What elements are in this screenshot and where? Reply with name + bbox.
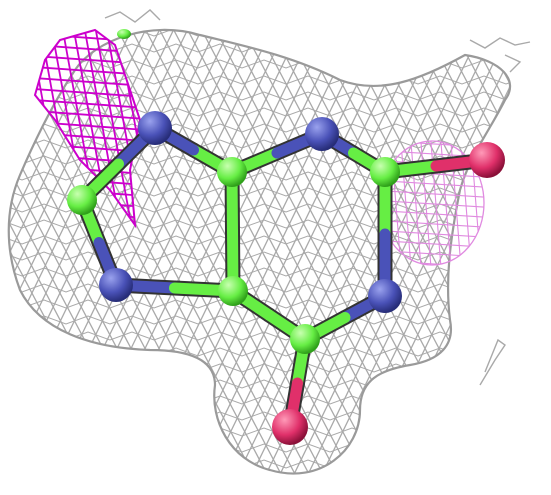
atom-c2	[370, 157, 400, 187]
atom-n3	[368, 279, 402, 313]
atom-o6	[469, 142, 505, 178]
molecule-atoms	[67, 111, 505, 445]
atom-n7	[138, 111, 172, 145]
atom-c6	[217, 157, 247, 187]
carbon-fragment	[117, 29, 131, 39]
atom-c8	[67, 185, 97, 215]
atom-o2	[272, 409, 308, 445]
molecule-bonds	[74, 120, 495, 435]
atom-c4	[290, 324, 320, 354]
atom-n1	[305, 117, 339, 151]
atom-n9	[99, 268, 133, 302]
atom-c5	[218, 276, 248, 306]
